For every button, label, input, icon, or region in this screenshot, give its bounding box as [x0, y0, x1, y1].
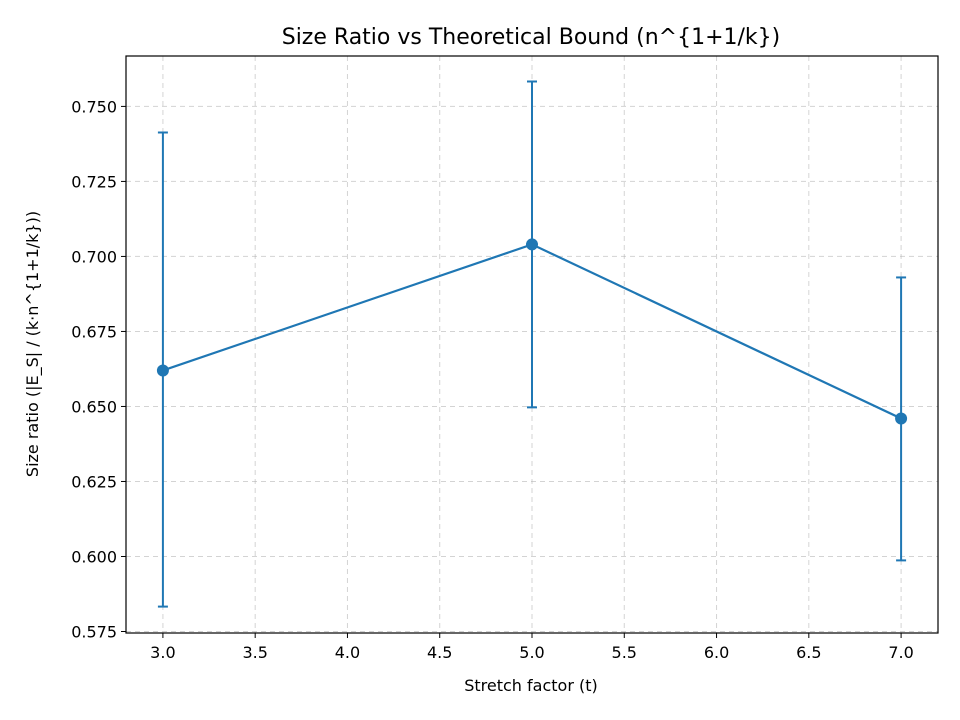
x-tick-label: 7.0 — [888, 643, 913, 662]
x-tick-label: 5.5 — [612, 643, 637, 662]
y-tick-label: 0.725 — [71, 172, 117, 191]
chart-title: Size Ratio vs Theoretical Bound (n^{1+1/… — [282, 25, 781, 50]
x-axis-label: Stretch factor (t) — [464, 676, 598, 695]
y-tick-label: 0.650 — [71, 397, 117, 416]
data-point — [526, 238, 538, 251]
data-point — [895, 412, 908, 425]
x-tick-label: 3.5 — [242, 643, 267, 662]
y-tick-label: 0.575 — [71, 622, 117, 641]
y-tick-label: 0.750 — [71, 97, 117, 116]
y-axis-ticks: 0.575 0.600 0.625 0.650 0.675 0.700 0.725 0.750 — [71, 97, 126, 641]
data-points — [156, 238, 908, 425]
x-tick-label: 5.0 — [519, 643, 544, 662]
x-axis-ticks: 3.0 3.5 4.0 4.5 5.0 5.5 6.0 6.5 7.0 — [150, 633, 914, 662]
y-axis-label: Size ratio (|E_S| / (k·n^{1+1/k})) — [23, 211, 43, 477]
x-tick-label: 3.0 — [150, 643, 175, 662]
y-tick-label: 0.700 — [71, 247, 117, 266]
x-tick-label: 4.5 — [427, 643, 452, 662]
x-tick-label: 6.0 — [704, 643, 729, 662]
x-tick-label: 6.5 — [796, 643, 821, 662]
data-point — [156, 364, 169, 377]
y-tick-label: 0.600 — [71, 547, 117, 566]
y-tick-label: 0.625 — [71, 472, 117, 491]
x-tick-label: 4.0 — [335, 643, 360, 662]
y-tick-label: 0.675 — [71, 322, 117, 341]
